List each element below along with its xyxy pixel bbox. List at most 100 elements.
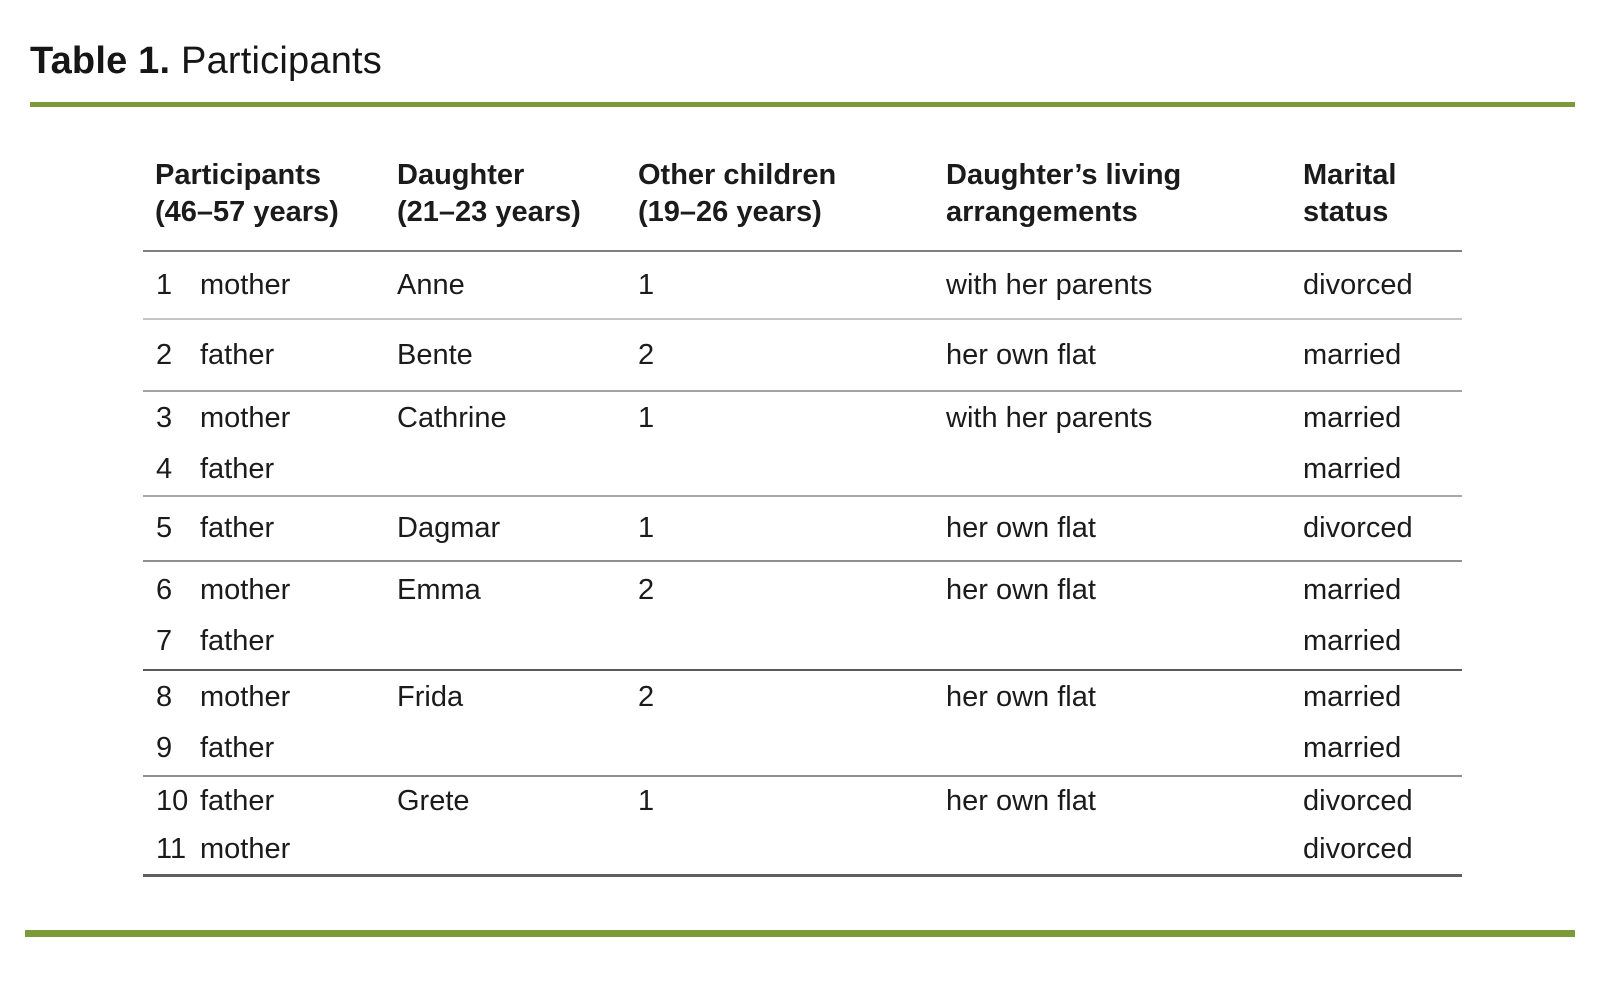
participant-number: 7: [156, 624, 173, 657]
cell-other-children: 1: [638, 268, 655, 301]
cell-other-children: 2: [638, 338, 655, 371]
cell-marital-status: divorced: [1303, 512, 1413, 544]
table-row: 1 mother Anne 1 with her parents divorced: [143, 269, 1462, 302]
cell-participant: 5 father: [143, 512, 397, 545]
participant-role: mother: [200, 573, 291, 606]
table-row: 10 father Grete 1 her own flat divorced: [143, 777, 1462, 826]
participant-number: 1: [156, 268, 173, 301]
cell-living-arrangements: her own flat: [946, 338, 1096, 371]
cell-living-arrangements: with her parents: [946, 401, 1153, 434]
header-cell-living-arrangements: Daughter’s living arrangements: [946, 157, 1303, 231]
table-row-group: 8 mother Frida 2 her own flat married 9 father m…: [143, 671, 1462, 777]
header-cell-marital-status: Marital status: [1303, 157, 1462, 231]
table-row-group: 10 father Grete 1 her own flat divorced 11 moth…: [143, 777, 1462, 877]
header-line: (46–57 years): [155, 196, 339, 228]
bottom-green-rule: [25, 930, 1575, 937]
cell-marital-status: married: [1303, 732, 1402, 764]
header-line: status: [1303, 196, 1389, 228]
participant-role: mother: [200, 681, 291, 713]
top-green-rule: [30, 102, 1575, 107]
cell-daughter: Bente: [397, 338, 473, 371]
cell-marital-status: divorced: [1303, 784, 1413, 817]
table-caption: Participants: [181, 40, 382, 82]
table-row: 5 father Dagmar 1 her own flat divorced: [143, 512, 1462, 545]
table-row: 9 father married: [143, 723, 1462, 774]
cell-other-children: 1: [638, 784, 655, 817]
table-row: 2 father Bente 2 her own flat married: [143, 339, 1462, 372]
table-row: 6 mother Emma 2 her own flat married: [143, 565, 1462, 616]
page-title: Table 1. Participants: [30, 40, 382, 82]
participant-number: 8: [156, 681, 173, 713]
cell-other-children: 1: [638, 401, 655, 434]
cell-daughter: Grete: [397, 784, 470, 817]
participant-number: 9: [156, 732, 173, 764]
cell-living-arrangements: her own flat: [946, 784, 1096, 817]
table-body: 1 mother Anne 1 with her parents divorced 2 fat…: [143, 252, 1462, 877]
table-row: 3 mother Cathrine 1 with her parents married: [143, 393, 1462, 444]
participant-role: mother: [200, 268, 291, 301]
participant-role: father: [200, 338, 275, 371]
participant-role: father: [200, 624, 275, 657]
header-line: Marital: [1303, 159, 1397, 191]
cell-participant: 3 mother: [143, 402, 397, 435]
cell-marital-status: married: [1303, 401, 1402, 434]
cell-participant: 2 father: [143, 339, 397, 372]
cell-daughter: Cathrine: [397, 401, 507, 434]
table-row-group: 2 father Bente 2 her own flat married: [143, 320, 1462, 392]
header-line: (21–23 years): [397, 196, 581, 228]
cell-marital-status: married: [1303, 624, 1402, 657]
cell-daughter: Dagmar: [397, 512, 501, 544]
cell-other-children: 1: [638, 512, 655, 544]
cell-participant: 4 father: [143, 453, 397, 486]
participant-number: 4: [156, 452, 173, 485]
participant-role: mother: [200, 833, 291, 866]
cell-participant: 10 father: [143, 785, 397, 818]
header-line: Participants: [155, 159, 321, 191]
cell-other-children: 2: [638, 681, 655, 713]
cell-participant: 11 mother: [143, 833, 397, 866]
participant-number: 2: [156, 338, 173, 371]
participant-number: 10: [156, 784, 189, 817]
participant-number: 6: [156, 573, 173, 606]
table-row-group: 5 father Dagmar 1 her own flat divorced: [143, 497, 1462, 562]
cell-participant: 9 father: [143, 732, 397, 765]
table-number-label: Table 1.: [30, 40, 171, 82]
header-line: arrangements: [946, 196, 1138, 228]
cell-participant: 8 mother: [143, 681, 397, 714]
header-cell-participants: Participants (46–57 years): [143, 157, 397, 231]
cell-daughter: Anne: [397, 268, 465, 301]
cell-marital-status: married: [1303, 573, 1402, 606]
cell-daughter: Emma: [397, 573, 481, 606]
cell-marital-status: married: [1303, 452, 1402, 485]
participant-role: mother: [200, 401, 291, 434]
header-line: Other children: [638, 159, 837, 191]
cell-marital-status: divorced: [1303, 833, 1413, 866]
header-cell-daughter: Daughter (21–23 years): [397, 157, 638, 231]
header-cell-other-children: Other children (19–26 years): [638, 157, 946, 231]
cell-marital-status: married: [1303, 338, 1402, 371]
cell-daughter: Frida: [397, 681, 464, 713]
table-row: 4 father married: [143, 444, 1462, 495]
participant-number: 11: [156, 833, 187, 866]
table-header-row: Participants (46–57 years) Daughter (21–…: [143, 140, 1462, 252]
participant-role: father: [200, 452, 275, 485]
cell-participant: 1 mother: [143, 269, 397, 302]
table-row-group: 1 mother Anne 1 with her parents divorced: [143, 252, 1462, 320]
cell-living-arrangements: her own flat: [946, 681, 1096, 713]
participant-number: 3: [156, 401, 173, 434]
cell-living-arrangements: her own flat: [946, 512, 1096, 544]
participant-role: father: [200, 512, 275, 544]
cell-marital-status: married: [1303, 681, 1402, 713]
header-line: Daughter: [397, 159, 525, 191]
participants-table: Participants (46–57 years) Daughter (21–…: [143, 140, 1462, 877]
participant-role: father: [200, 732, 275, 764]
table-row: 7 father married: [143, 616, 1462, 667]
header-line: (19–26 years): [638, 196, 822, 228]
table-row: 8 mother Frida 2 her own flat married: [143, 672, 1462, 723]
cell-living-arrangements: with her parents: [946, 268, 1153, 301]
table-row: 11 mother divorced: [143, 826, 1462, 875]
cell-participant: 7 father: [143, 625, 397, 658]
table-row-group: 6 mother Emma 2 her own flat married 7 father ma…: [143, 562, 1462, 671]
participant-role: father: [200, 784, 275, 817]
